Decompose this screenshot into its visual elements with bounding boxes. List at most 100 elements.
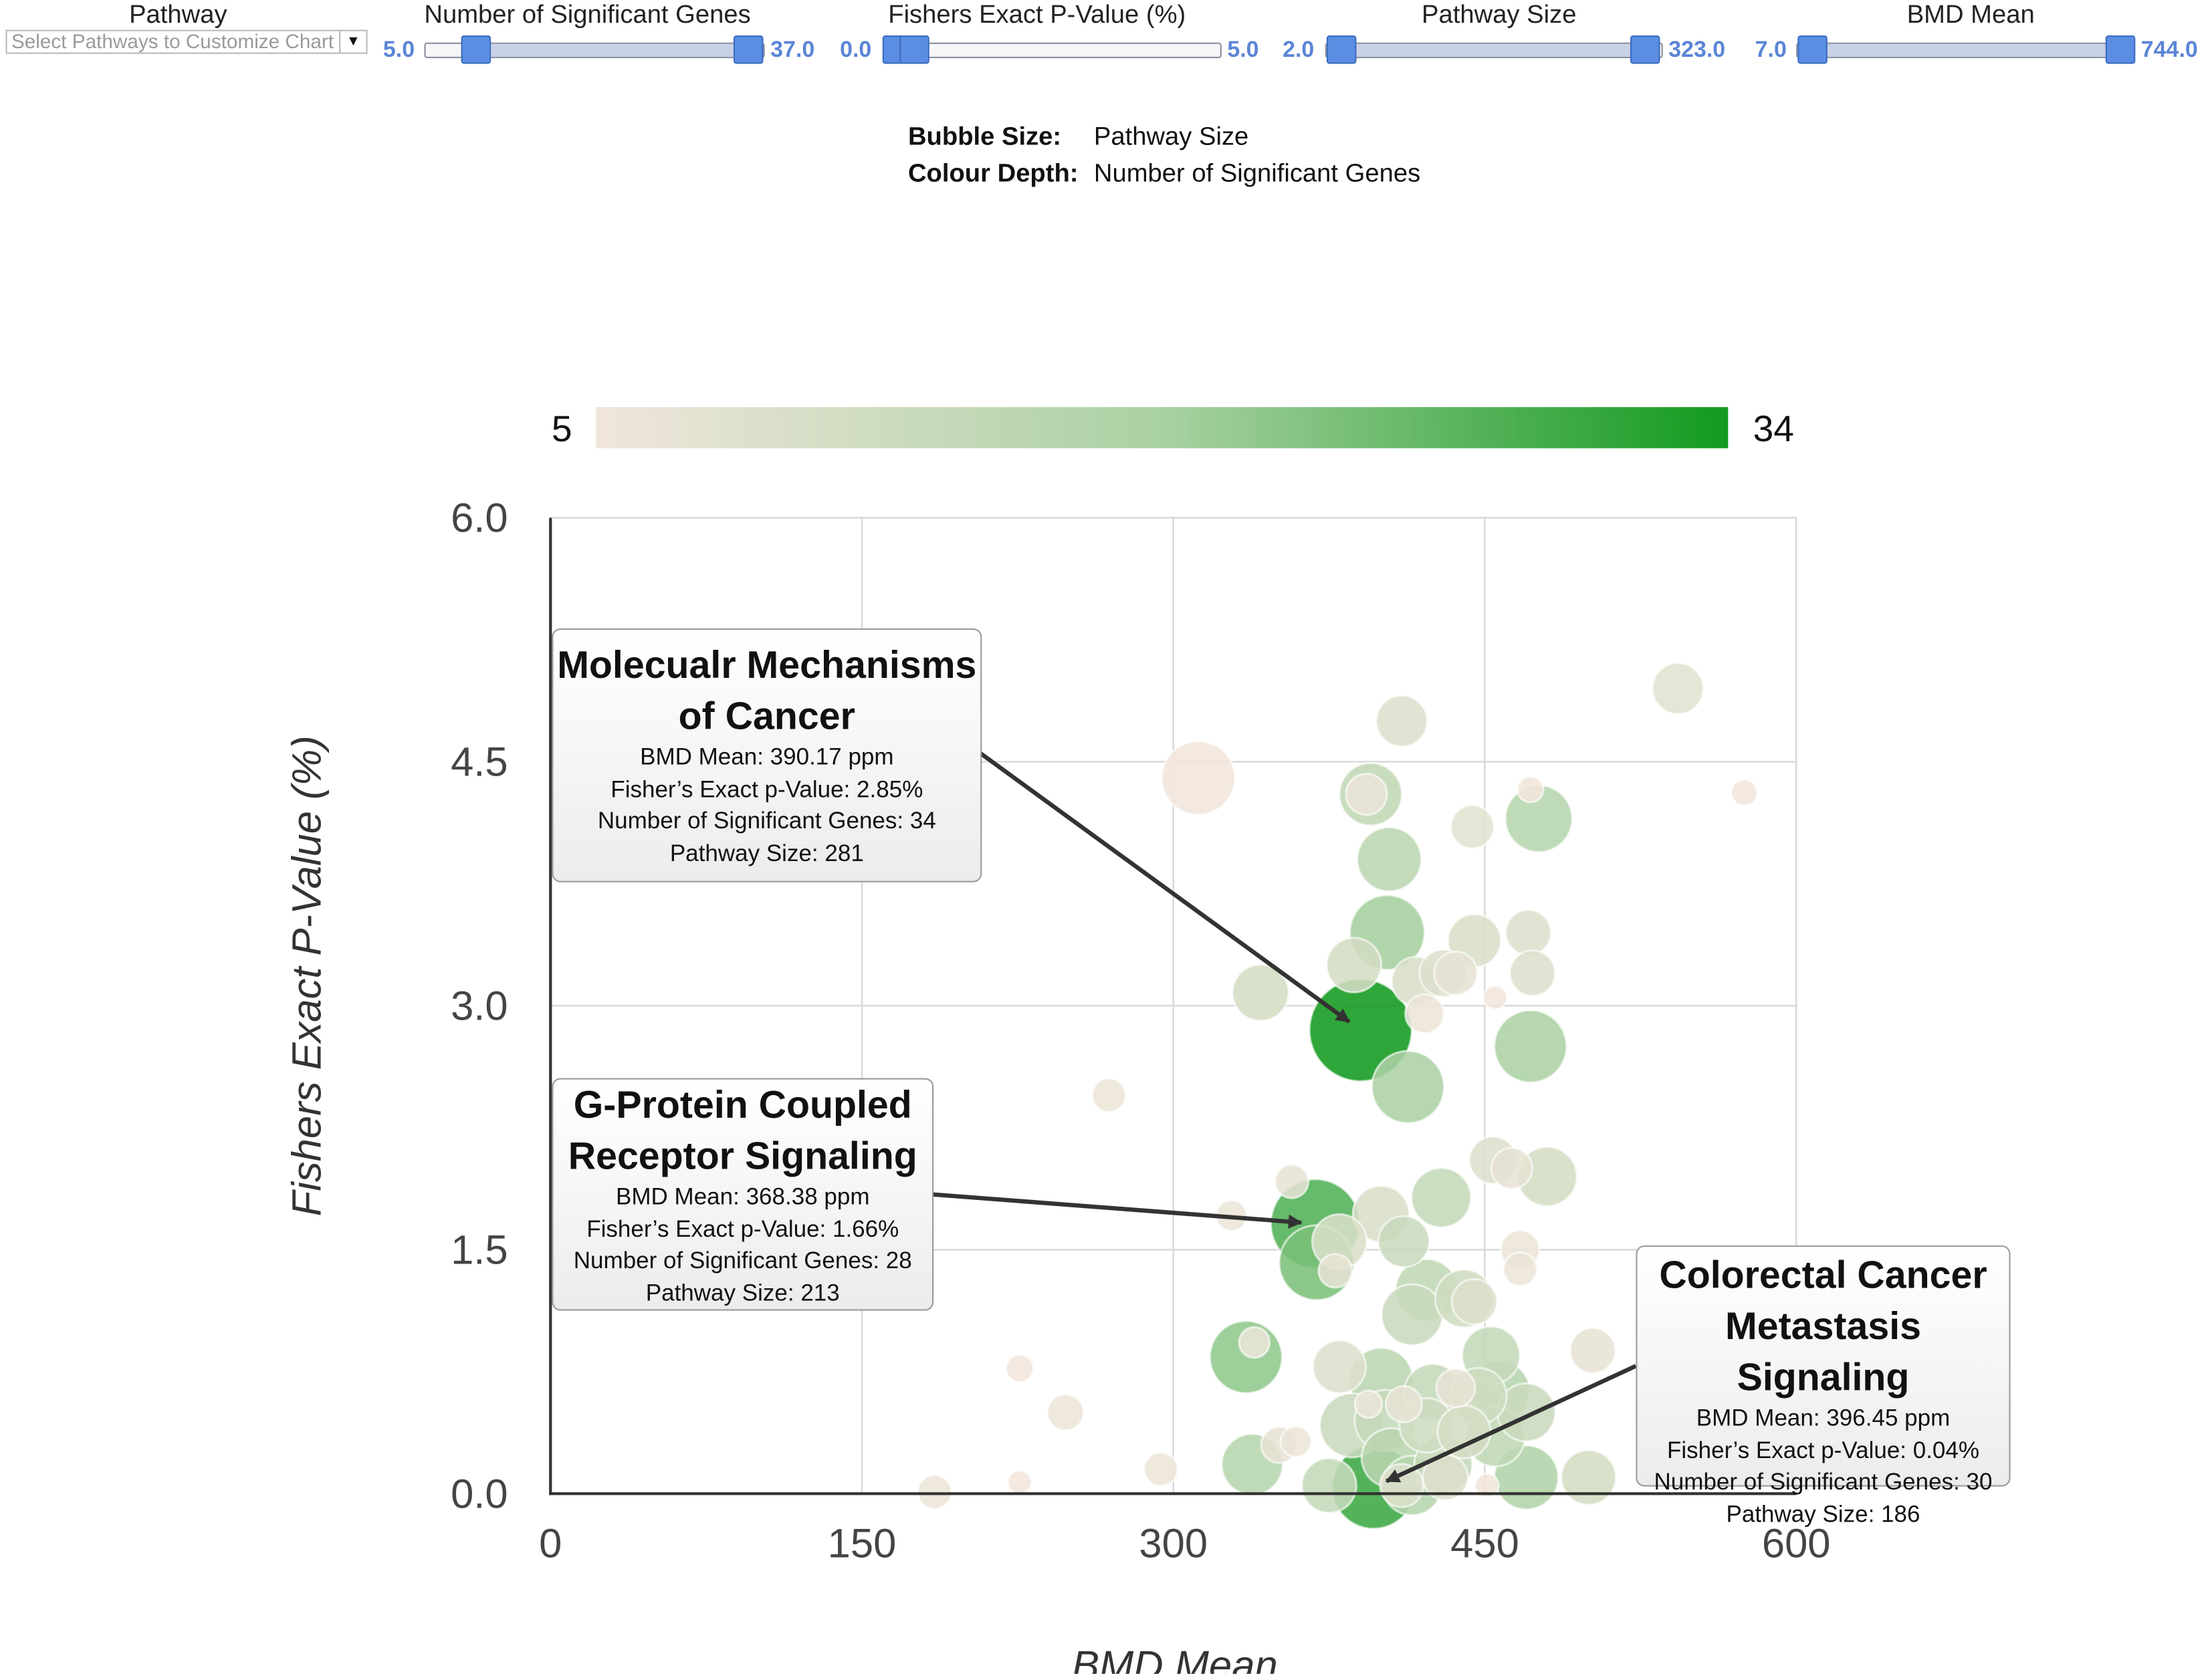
- sig-genes-max-value: 37.0: [770, 38, 815, 63]
- colorbar-min-label: 5: [552, 408, 572, 449]
- fisher-max-handle[interactable]: [899, 35, 929, 64]
- bubble: [1325, 937, 1383, 993]
- y-tick-label: 4.5: [451, 739, 508, 786]
- bubble: [1490, 1147, 1534, 1190]
- bubble: [1046, 1393, 1085, 1432]
- bubble-size-key: Bubble Size:: [907, 122, 1062, 150]
- bubble: [1560, 1449, 1618, 1506]
- y-tick-label: 6.0: [451, 495, 508, 542]
- colorbar-max-label: 34: [1753, 408, 1794, 449]
- bubble: [1238, 1326, 1271, 1359]
- y-axis-title: Fishers Exact P-Value (%): [284, 735, 330, 1216]
- callout-title: Colorectal Cancer: [1659, 1253, 1987, 1297]
- bubble: [1312, 1339, 1367, 1395]
- bubble: [1404, 993, 1445, 1034]
- bubble: [1353, 1389, 1384, 1419]
- bubble: [1384, 1385, 1423, 1424]
- bubble: [1160, 740, 1236, 816]
- colorbar: [596, 406, 1729, 449]
- bubble: [1091, 1077, 1127, 1113]
- callout-arrow: [1385, 1364, 1637, 1483]
- bubble: [1435, 1367, 1476, 1409]
- bubble: [1004, 1353, 1034, 1383]
- bubble: [1433, 950, 1478, 996]
- callout-pvalue: Fisher’s Exact p-Value: 2.85%: [611, 777, 923, 803]
- pathway-filter-label: Pathway: [129, 0, 227, 29]
- sig-genes-min-handle[interactable]: [461, 35, 491, 64]
- bubble: [1371, 1050, 1446, 1124]
- bubble: [1279, 1425, 1313, 1458]
- callout-arrow: [931, 1192, 1303, 1229]
- bubble-size-row: Bubble Size: Pathway Size: [908, 122, 1420, 158]
- x-axis-title: BMD Mean: [1072, 1643, 1278, 1674]
- y-tick-label: 1.5: [451, 1227, 508, 1274]
- axes: [549, 517, 1797, 1496]
- callout-title: Molecualr Mechanisms: [557, 644, 977, 687]
- bubble: [1569, 1326, 1617, 1374]
- y-tick-label: 0.0: [451, 1471, 508, 1517]
- bubble: [1379, 1463, 1425, 1508]
- bubble: [1493, 1009, 1568, 1084]
- bubble: [1516, 775, 1545, 804]
- bubble: [1410, 1167, 1472, 1229]
- pathway-size-slider-track[interactable]: [1325, 35, 1663, 64]
- y-tick-labels: 0.0 1.5 3.0 4.5 6.0: [451, 495, 508, 1518]
- sig-genes-slider-track[interactable]: [424, 35, 765, 64]
- bubble: [1274, 1163, 1310, 1199]
- x-tick-label: 0: [539, 1521, 562, 1567]
- pathway-size-min-handle[interactable]: [1326, 35, 1357, 64]
- bmd-mean-min-value: 7.0: [1755, 38, 1787, 63]
- bubble-series: [917, 662, 1759, 1530]
- bubble: [1380, 1283, 1444, 1346]
- pathway-size-min-value: 2.0: [1283, 38, 1315, 63]
- sig-genes-filter-label: Number of Significant Genes: [424, 0, 751, 29]
- pathway-size-slider-range: [1341, 43, 1645, 57]
- callout-bmd: BMD Mean: 396.45 ppm: [1696, 1405, 1951, 1431]
- callout-title: of Cancer: [678, 695, 855, 738]
- bmd-mean-min-handle[interactable]: [1797, 35, 1828, 64]
- bubble: [1356, 826, 1423, 892]
- bubble: [1505, 909, 1553, 957]
- filter-bar: Pathway Select Pathways to Customize Cha…: [0, 0, 2212, 71]
- bubble: [1375, 694, 1429, 748]
- bmd-mean-filter-label: BMD Mean: [1906, 0, 2035, 29]
- fisher-slider-track[interactable]: [882, 35, 1222, 64]
- callout-arrows: [931, 751, 1637, 1483]
- bubble: [1651, 662, 1704, 715]
- bubble: [1301, 1457, 1357, 1514]
- callout-bmd: BMD Mean: 368.38 ppm: [616, 1184, 870, 1210]
- bubble: [1449, 804, 1495, 850]
- sig-genes-max-handle[interactable]: [733, 35, 764, 64]
- callout-title: G-Protein Coupled: [573, 1084, 912, 1126]
- bubble: [1474, 1472, 1500, 1499]
- pathway-size-max-handle[interactable]: [1630, 35, 1660, 64]
- callout-genes: Number of Significant Genes: 28: [573, 1249, 912, 1275]
- callout-genes: Number of Significant Genes: 34: [597, 809, 936, 835]
- bubble-size-value: Pathway Size: [1093, 122, 1249, 150]
- bmd-mean-max-handle[interactable]: [2105, 35, 2136, 64]
- callout-pvalue: Fisher’s Exact p-Value: 1.66%: [586, 1216, 899, 1243]
- chevron-down-icon[interactable]: ▼: [339, 31, 366, 53]
- callout-molecular-mechanisms: Molecualr Mechanisms of Cancer BMD Mean:…: [552, 628, 982, 882]
- bmd-mean-max-value: 744.0: [2140, 38, 2198, 63]
- bubble: [1509, 949, 1557, 997]
- callout-size: Pathway Size: 281: [669, 841, 864, 867]
- callout-title: Receptor Signaling: [568, 1134, 917, 1178]
- pathway-size-filter-label: Pathway Size: [1422, 0, 1577, 29]
- fisher-max-value: 5.0: [1227, 38, 1259, 63]
- callout-title: Metastasis Signaling: [1725, 1305, 1921, 1399]
- callout-genes: Number of Significant Genes: 30: [1654, 1470, 1993, 1496]
- bmd-mean-slider-track[interactable]: [1796, 35, 2136, 64]
- pathway-select[interactable]: Select Pathways to Customize Chart ▼: [5, 29, 368, 54]
- callout-bmd: BMD Mean: 390.17 ppm: [640, 744, 894, 771]
- y-tick-label: 3.0: [451, 983, 508, 1030]
- bubble: [1502, 1251, 1538, 1288]
- bubble: [917, 1474, 953, 1510]
- colour-depth-key: Colour Depth:: [907, 158, 1079, 188]
- pathway-select-placeholder: Select Pathways to Customize Chart: [11, 31, 334, 53]
- fisher-min-value: 0.0: [840, 38, 872, 63]
- callout-size: Pathway Size: 186: [1726, 1502, 1920, 1528]
- bubble: [1006, 1469, 1033, 1496]
- x-tick-label: 450: [1450, 1521, 1519, 1567]
